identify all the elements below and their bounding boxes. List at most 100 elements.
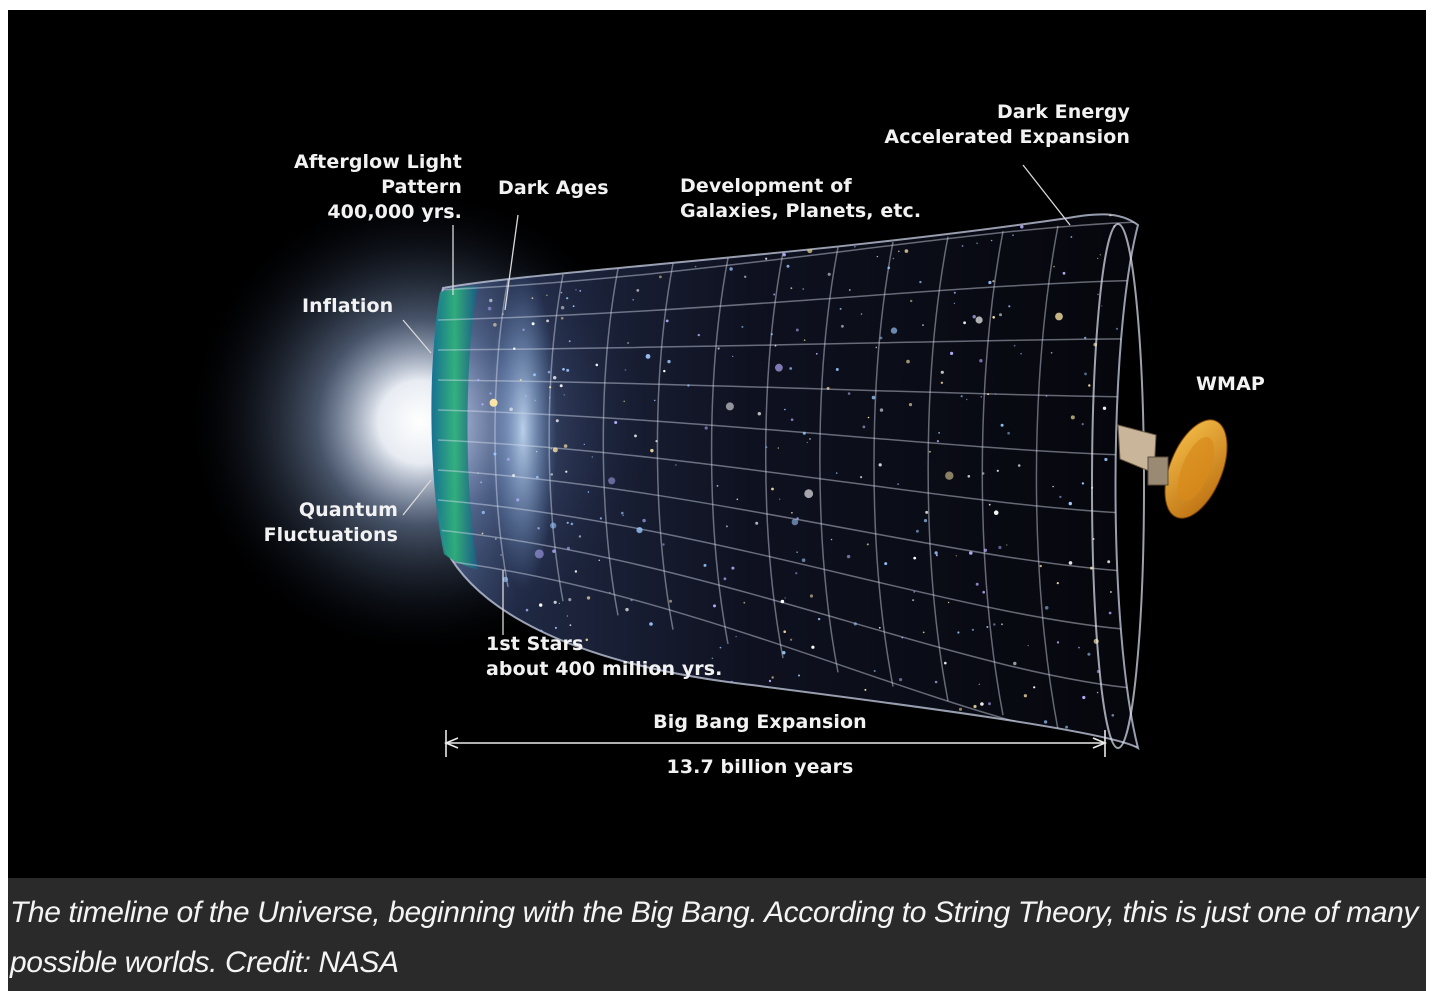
star: [1097, 293, 1099, 296]
star: [773, 293, 776, 296]
star: [768, 679, 772, 683]
star: [723, 577, 727, 581]
star: [791, 511, 793, 514]
star: [934, 680, 938, 684]
star: [899, 678, 903, 682]
star: [719, 646, 722, 649]
grid-line: [437, 379, 1139, 398]
star: [662, 543, 665, 546]
star: [802, 431, 806, 435]
star: [489, 398, 498, 407]
star: [1096, 691, 1099, 694]
star: [908, 403, 913, 407]
star: [575, 289, 577, 291]
star: [698, 736, 702, 740]
label-afterglow-line-3: 400,000 yrs.: [327, 201, 462, 223]
star: [757, 412, 761, 416]
star: [675, 464, 677, 466]
star: [736, 498, 739, 501]
star: [1085, 210, 1087, 212]
star: [519, 378, 522, 381]
star: [558, 602, 561, 605]
star: [512, 474, 516, 477]
star: [1065, 725, 1069, 729]
star: [976, 242, 978, 245]
star: [847, 392, 851, 395]
star: [801, 558, 806, 562]
star: [1056, 641, 1060, 644]
star: [1053, 265, 1055, 268]
star: [583, 210, 587, 214]
star: [645, 354, 651, 359]
star: [1084, 372, 1087, 376]
star: [806, 441, 808, 444]
star: [777, 447, 780, 449]
funnel-grid: [437, 221, 1139, 748]
star: [566, 521, 569, 524]
star: [765, 257, 768, 260]
star: [595, 363, 599, 367]
label-quantum-line-1: Quantum: [298, 499, 398, 521]
star: [568, 340, 571, 343]
star: [570, 522, 574, 526]
funnel-rim: [1091, 223, 1145, 749]
star: [1059, 495, 1062, 499]
universe-funnel: [431, 213, 1140, 751]
star: [553, 376, 557, 380]
star: [701, 684, 703, 687]
star: [809, 438, 811, 440]
star: [513, 689, 516, 691]
star: [1081, 482, 1085, 485]
star: [649, 622, 653, 626]
label-development-line-1: Development of: [680, 175, 852, 197]
star: [553, 694, 557, 697]
universe-timeline-diagram: Afterglow Light Pattern 400,000 yrs. Dar…: [8, 10, 1426, 878]
star: [770, 333, 773, 336]
label-quantum-line-2: Fluctuations: [263, 524, 398, 546]
grid-line: [437, 529, 1139, 690]
star: [1056, 582, 1059, 585]
star: [502, 576, 508, 583]
grid-rib: [819, 247, 839, 673]
star: [782, 651, 786, 655]
star: [1108, 611, 1112, 615]
grid-rib: [927, 236, 949, 702]
star: [1062, 271, 1066, 275]
star: [550, 522, 557, 529]
star: [717, 347, 720, 350]
star: [690, 700, 694, 704]
star: [639, 262, 643, 265]
star: [915, 529, 919, 533]
star: [779, 498, 781, 500]
star: [716, 485, 719, 487]
star: [1111, 714, 1115, 717]
star: [1013, 661, 1017, 666]
star: [731, 566, 735, 570]
star: [860, 313, 863, 315]
star: [795, 328, 799, 332]
star: [632, 299, 634, 301]
star: [566, 546, 571, 551]
star: [591, 456, 593, 458]
star: [871, 395, 876, 400]
star: [597, 686, 600, 689]
star: [534, 399, 536, 402]
star: [755, 735, 760, 740]
star: [878, 626, 881, 629]
star: [493, 323, 497, 327]
star: [866, 543, 869, 546]
star: [534, 549, 544, 559]
star: [1099, 254, 1102, 256]
star: [955, 555, 957, 557]
star: [563, 444, 568, 448]
star: [995, 393, 997, 395]
star: [950, 351, 954, 355]
star: [509, 407, 513, 412]
star: [923, 220, 925, 223]
star: [846, 554, 851, 559]
star: [934, 551, 938, 555]
star: [1078, 646, 1080, 649]
star: [848, 289, 851, 291]
star: [587, 491, 590, 493]
star: [967, 475, 971, 478]
